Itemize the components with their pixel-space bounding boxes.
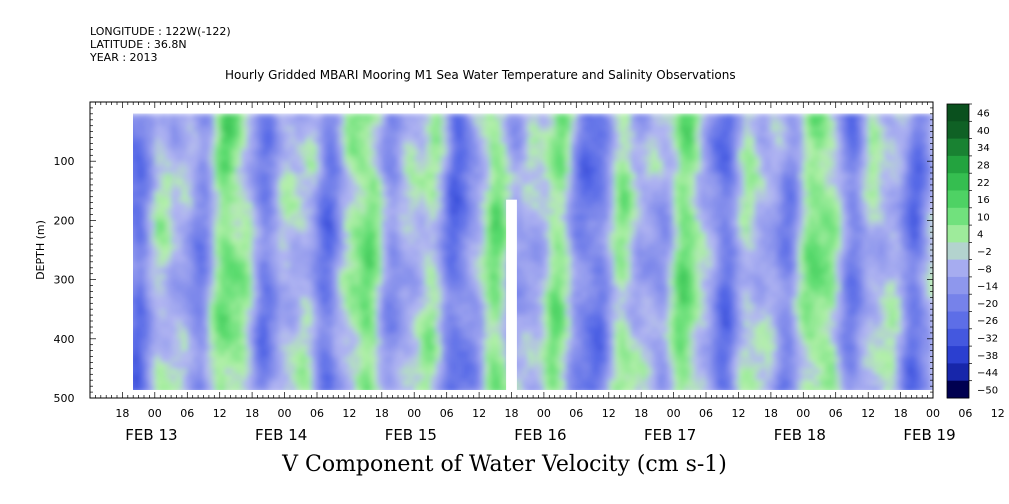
- colorbar-label: 10: [977, 212, 990, 223]
- x-tick-label: 00: [537, 407, 551, 420]
- x-tick-label: 12: [732, 407, 746, 420]
- colorbar-swatch: [947, 294, 969, 312]
- colorbar-label: 40: [977, 126, 990, 137]
- date-label: FEB 15: [385, 426, 437, 444]
- x-tick-label: 18: [505, 407, 519, 420]
- colorbar-swatch: [947, 276, 969, 295]
- year-label: YEAR : 2013: [90, 51, 158, 64]
- x-tick-label: 18: [115, 407, 129, 420]
- colorbar-swatch: [947, 155, 969, 174]
- x-tick-label: 12: [991, 407, 1005, 420]
- colorbar-swatch: [947, 121, 969, 140]
- colorbar-swatch: [947, 104, 969, 122]
- date-label: FEB 17: [644, 426, 696, 444]
- colorbar-label: −14: [977, 282, 998, 293]
- colorbar-label: −50: [977, 385, 998, 396]
- x-tick-label: 12: [602, 407, 616, 420]
- colorbar-swatch: [947, 380, 969, 399]
- x-tick-label: 12: [213, 407, 227, 420]
- colorbar-swatch: [947, 259, 969, 278]
- colorbar-label: −32: [977, 334, 998, 345]
- date-label: FEB 16: [514, 426, 566, 444]
- x-tick-label: 12: [472, 407, 486, 420]
- chart-title: Hourly Gridded MBARI Mooring M1 Sea Wate…: [225, 68, 736, 82]
- date-label: FEB 18: [774, 426, 826, 444]
- colorbar-label: −38: [977, 351, 998, 362]
- colorbar: 46 40 34 28 22 16 10 4 −2 −8 −14 −20 −26 −32 −38 −44 −50: [946, 103, 998, 399]
- y-axis-label: DEPTH (m): [34, 220, 47, 280]
- plot-frame: 18 00 06 12 18 00 06 12 18 00 06 12 18 00 06 12 18 00 06 12…: [34, 101, 1005, 444]
- x-tick-label: 00: [667, 407, 681, 420]
- x-tick-label: 12: [861, 407, 875, 420]
- date-label: FEB 13: [125, 426, 177, 444]
- colorbar-swatch: [947, 207, 969, 226]
- colorbar-swatch: [947, 346, 969, 364]
- x-tick-label: 06: [440, 407, 454, 420]
- colorbar-swatch: [947, 363, 969, 382]
- x-tick-label: 18: [764, 407, 778, 420]
- x-tick-label: 06: [310, 407, 324, 420]
- x-tick-label: 06: [829, 407, 843, 420]
- colorbar-swatch: [947, 328, 969, 347]
- y-tick-label: 500: [54, 392, 75, 405]
- x-tick-label: 00: [278, 407, 292, 420]
- x-tick-label: 18: [375, 407, 389, 420]
- longitude-label: LONGITUDE : 122W(-122): [90, 25, 231, 38]
- x-tick-label: 18: [245, 407, 259, 420]
- x-tick-label: 00: [796, 407, 810, 420]
- colorbar-label: 16: [977, 195, 990, 206]
- date-label: FEB 19: [903, 426, 955, 444]
- colorbar-swatch: [947, 138, 969, 157]
- date-label: FEB 14: [255, 426, 307, 444]
- y-tick-label: 200: [54, 214, 75, 227]
- x-tick-label: 18: [894, 407, 908, 420]
- colorbar-swatch: [947, 242, 969, 261]
- x-tick-label: 06: [180, 407, 194, 420]
- x-tick-label: 00: [148, 407, 162, 420]
- colorbar-label: 22: [977, 178, 990, 189]
- heatmap-field: [133, 113, 933, 390]
- colorbar-label: 4: [977, 230, 983, 241]
- x-tick-label: 06: [958, 407, 972, 420]
- colorbar-swatch: [947, 311, 969, 330]
- colorbar-label: −8: [977, 264, 992, 275]
- colorbar-swatch: [947, 225, 969, 243]
- y-tick-label: 300: [54, 274, 75, 287]
- colorbar-label: −44: [977, 368, 998, 379]
- colorbar-label: 46: [977, 109, 990, 120]
- x-tick-label: 00: [407, 407, 421, 420]
- x-tick-label: 06: [569, 407, 583, 420]
- x-axis-label: V Component of Water Velocity (cm s-1): [282, 452, 727, 477]
- colorbar-label: 28: [977, 161, 990, 172]
- missing-data-gap: [506, 199, 517, 390]
- colorbar-label: −2: [977, 247, 992, 258]
- x-tick-label: 12: [342, 407, 356, 420]
- colorbar-label: −20: [977, 299, 998, 310]
- y-tick-label: 100: [54, 155, 75, 168]
- colorbar-swatch: [947, 190, 969, 209]
- colorbar-swatch: [947, 173, 969, 191]
- x-tick-label: 18: [634, 407, 648, 420]
- y-tick-label: 400: [54, 333, 75, 346]
- x-tick-label: 06: [699, 407, 713, 420]
- latitude-label: LATITUDE : 36.8N: [90, 38, 187, 51]
- x-tick-label: 00: [926, 407, 940, 420]
- colorbar-label: −26: [977, 316, 998, 327]
- colorbar-label: 34: [977, 143, 990, 154]
